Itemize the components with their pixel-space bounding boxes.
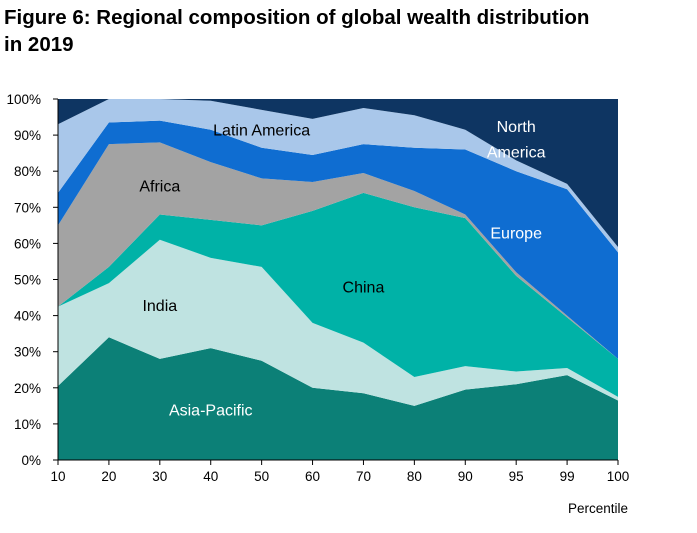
chart-title-line-2: in 2019	[4, 33, 74, 56]
area-label-china: China	[343, 280, 385, 297]
area-layers	[58, 99, 618, 460]
x-tick-label: 40	[203, 469, 218, 484]
y-tick-label: 30%	[14, 345, 41, 360]
area-africa	[58, 142, 618, 359]
x-tick-label: 60	[305, 469, 320, 484]
y-tick-label: 60%	[14, 236, 41, 251]
x-tick-label: 50	[254, 469, 269, 484]
x-tick-label: 80	[407, 469, 422, 484]
x-tick-label: 10	[50, 469, 65, 484]
y-tick-label: 100%	[6, 92, 41, 107]
x-tick-label: 70	[356, 469, 371, 484]
x-tick-label: 20	[101, 469, 116, 484]
area-north-america	[58, 99, 618, 248]
x-tick-label: 30	[152, 469, 167, 484]
area-label-america: America	[487, 144, 546, 161]
chart-title: Figure 6: Regional composition of global…	[4, 4, 684, 58]
y-tick-label: 10%	[14, 417, 41, 432]
y-tick-label: 20%	[14, 381, 41, 396]
area-asia-pacific	[58, 337, 618, 460]
x-tick-label: 95	[509, 469, 524, 484]
y-tick-label: 50%	[14, 273, 41, 288]
area-label-latin-america: Latin America	[213, 123, 310, 140]
area-latin-america	[58, 99, 618, 253]
area-europe	[58, 120, 618, 359]
x-tick-label: 100	[607, 469, 630, 484]
x-tick-label: 90	[458, 469, 473, 484]
chart-title-line-1: Figure 6: Regional composition of global…	[4, 6, 590, 29]
x-tick-label: 99	[560, 469, 575, 484]
y-tick-label: 40%	[14, 309, 41, 324]
y-tick-label: 80%	[14, 164, 41, 179]
x-axis-title: Percentile	[568, 501, 628, 516]
area-china	[58, 192, 618, 397]
y-tick-label: 0%	[21, 453, 41, 468]
area-label-north: North	[497, 119, 536, 136]
axes: 0% 10% 20% 30% 40% 50% 60% 70% 80% 90% 100% 10 20 30 4…	[6, 92, 629, 516]
area-label-asia-pacific: Asia-Pacific	[169, 402, 253, 419]
y-tick-label: 70%	[14, 200, 41, 215]
area-label-africa: Africa	[139, 179, 180, 196]
area-india	[58, 239, 618, 406]
area-label-europe: Europe	[490, 226, 542, 243]
area-labels: Asia-Pacific India China Africa Latin Americ…	[139, 119, 545, 419]
y-tick-label: 90%	[14, 128, 41, 143]
area-label-india: India	[142, 298, 177, 315]
